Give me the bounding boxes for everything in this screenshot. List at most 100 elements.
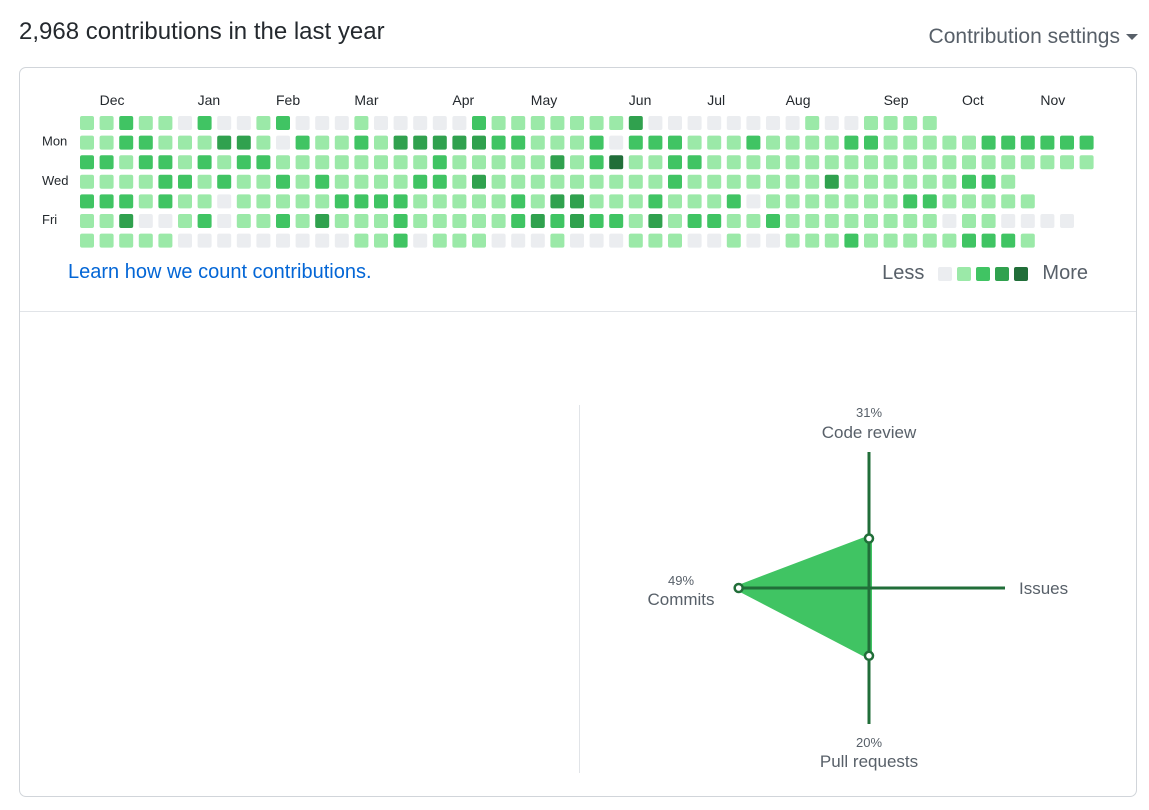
contribution-day-cell[interactable] [80,194,94,209]
contribution-day-cell[interactable] [766,135,780,150]
contribution-day-cell[interactable] [432,135,447,150]
contribution-day-cell[interactable] [648,174,663,189]
contribution-day-cell[interactable] [824,174,839,189]
contribution-day-cell[interactable] [609,194,624,209]
contribution-day-cell[interactable] [178,194,192,209]
contribution-day-cell[interactable] [785,155,800,170]
contribution-day-cell[interactable] [119,135,134,150]
contribution-day-cell[interactable] [256,135,271,150]
contribution-day-cell[interactable] [805,214,820,228]
contribution-day-cell[interactable] [119,174,134,189]
contribution-day-cell[interactable] [1060,214,1074,228]
contribution-day-cell[interactable] [99,194,114,209]
contribution-day-cell[interactable] [687,135,702,150]
contribution-day-cell[interactable] [217,194,232,209]
contribution-day-cell[interactable] [178,135,192,150]
learn-how-we-count-link[interactable]: Learn how we count contributions. [68,261,372,283]
contribution-day-cell[interactable] [452,116,467,130]
contribution-day-cell[interactable] [295,174,310,189]
contribution-day-cell[interactable] [824,194,839,209]
contribution-day-cell[interactable] [432,155,447,170]
contribution-day-cell[interactable] [628,116,643,130]
contribution-day-cell[interactable] [334,155,349,170]
contribution-day-cell[interactable] [413,116,428,130]
contribution-day-cell[interactable] [903,214,918,228]
contribution-day-cell[interactable] [864,155,878,170]
contribution-day-cell[interactable] [864,214,878,228]
contribution-day-cell[interactable] [922,214,937,228]
contribution-day-cell[interactable] [276,155,290,170]
contribution-day-cell[interactable] [746,174,761,189]
contribution-day-cell[interactable] [1060,155,1074,170]
contribution-day-cell[interactable] [217,214,232,228]
contribution-day-cell[interactable] [158,194,173,209]
contribution-day-cell[interactable] [962,194,976,209]
contribution-day-cell[interactable] [844,155,859,170]
contribution-day-cell[interactable] [158,214,173,228]
contribution-day-cell[interactable] [550,155,565,170]
contribution-day-cell[interactable] [374,233,388,248]
contribution-day-cell[interactable] [922,135,937,150]
contribution-day-cell[interactable] [1040,135,1055,150]
contribution-day-cell[interactable] [236,135,251,150]
contribution-day-cell[interactable] [589,116,604,130]
contribution-day-cell[interactable] [903,194,918,209]
contribution-day-cell[interactable] [726,116,741,130]
contribution-day-cell[interactable] [119,194,134,209]
contribution-day-cell[interactable] [276,116,290,130]
contribution-day-cell[interactable] [668,233,682,248]
contribution-day-cell[interactable] [883,135,898,150]
contribution-day-cell[interactable] [511,116,526,130]
contribution-day-cell[interactable] [99,174,114,189]
contribution-day-cell[interactable] [80,214,94,228]
contribution-day-cell[interactable] [844,135,859,150]
contribution-day-cell[interactable] [138,233,153,248]
contribution-day-cell[interactable] [942,135,957,150]
contribution-day-cell[interactable] [354,194,369,209]
contribution-day-cell[interactable] [1020,155,1035,170]
contribution-day-cell[interactable] [550,116,565,130]
contribution-day-cell[interactable] [746,135,761,150]
contribution-day-cell[interactable] [864,233,878,248]
contribution-day-cell[interactable] [491,135,506,150]
contribution-day-cell[interactable] [707,155,722,170]
contribution-day-cell[interactable] [295,194,310,209]
contribution-day-cell[interactable] [256,155,271,170]
contribution-day-cell[interactable] [452,194,467,209]
contribution-day-cell[interactable] [256,214,271,228]
contribution-day-cell[interactable] [432,194,447,209]
contribution-day-cell[interactable] [256,116,271,130]
contribution-day-cell[interactable] [80,135,94,150]
contribution-day-cell[interactable] [746,194,761,209]
contribution-day-cell[interactable] [550,233,565,248]
contribution-day-cell[interactable] [354,155,369,170]
contribution-day-cell[interactable] [922,155,937,170]
contribution-day-cell[interactable] [334,194,349,209]
contribution-day-cell[interactable] [217,233,232,248]
contribution-day-cell[interactable] [942,174,957,189]
contribution-day-cell[interactable] [1001,155,1016,170]
contribution-day-cell[interactable] [295,135,310,150]
contribution-day-cell[interactable] [981,135,996,150]
contribution-day-cell[interactable] [315,135,330,150]
contribution-day-cell[interactable] [1001,194,1016,209]
contribution-day-cell[interactable] [393,233,408,248]
contribution-day-cell[interactable] [393,116,408,130]
contribution-day-cell[interactable] [236,155,251,170]
contribution-day-cell[interactable] [648,194,663,209]
contribution-day-cell[interactable] [158,174,173,189]
contribution-day-cell[interactable] [766,214,780,228]
contribution-day-cell[interactable] [589,135,604,150]
contribution-day-cell[interactable] [726,214,741,228]
contribution-day-cell[interactable] [805,233,820,248]
contribution-day-cell[interactable] [315,233,330,248]
contribution-day-cell[interactable] [844,194,859,209]
contribution-day-cell[interactable] [903,233,918,248]
contribution-day-cell[interactable] [726,233,741,248]
contribution-day-cell[interactable] [334,116,349,130]
contribution-day-cell[interactable] [1001,233,1016,248]
contribution-day-cell[interactable] [374,174,388,189]
contribution-day-cell[interactable] [178,214,192,228]
contribution-day-cell[interactable] [648,233,663,248]
contribution-day-cell[interactable] [726,135,741,150]
